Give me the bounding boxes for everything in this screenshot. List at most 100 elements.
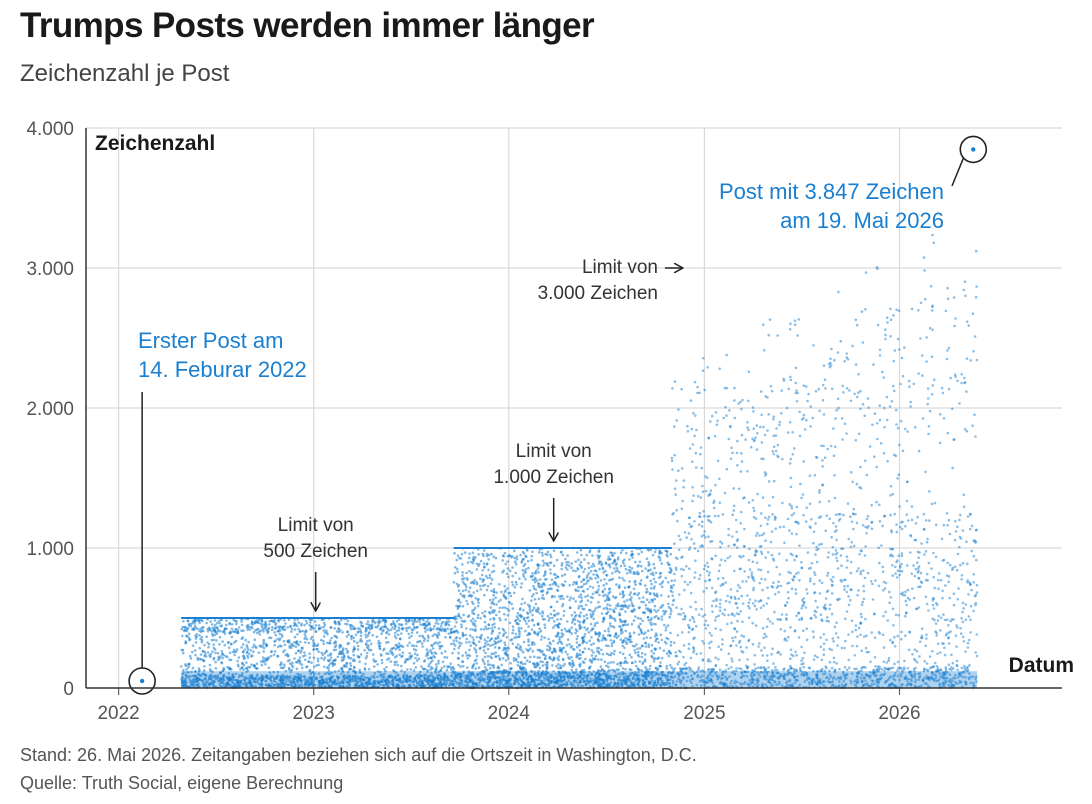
post-dot: [652, 577, 656, 581]
post-dot: [301, 654, 305, 658]
post-dot: [212, 643, 215, 646]
post-dot: [478, 636, 482, 639]
post-dot: [557, 658, 560, 662]
post-dot: [499, 598, 502, 602]
post-dot: [502, 634, 505, 638]
post-dot: [383, 667, 386, 671]
post-dot: [422, 668, 426, 671]
post-dot: [580, 596, 583, 599]
post-dot: [639, 629, 643, 632]
post-dot: [214, 660, 217, 664]
post-dot: [588, 585, 592, 588]
post-dot: [203, 665, 206, 668]
post-dot: [459, 557, 463, 560]
post-dot: [635, 643, 638, 646]
post-dot: [353, 659, 356, 663]
post-dot: [316, 657, 320, 660]
post-dot: [546, 553, 549, 557]
post-dot: [576, 619, 580, 623]
post-dot: [465, 637, 469, 641]
post-dot: [326, 632, 329, 636]
post-dot: [528, 632, 532, 636]
post-dot: [483, 655, 487, 659]
post-dot: [619, 632, 623, 635]
post-dot: [632, 604, 635, 608]
post-dot: [596, 621, 599, 625]
post-dot: [630, 596, 633, 599]
post-dot: [660, 551, 663, 555]
post-dot: [543, 626, 547, 629]
post-dot: [395, 620, 399, 623]
post-dot: [224, 655, 228, 658]
post-dot: [515, 615, 519, 618]
post-dot: [387, 657, 391, 660]
post-dot: [637, 552, 640, 556]
post-dot: [547, 619, 551, 622]
post-dot: [261, 645, 264, 648]
post-dot: [268, 623, 271, 626]
post-dot: [538, 582, 541, 586]
post-dot: [518, 608, 522, 611]
post-dot: [574, 631, 577, 635]
post-dot: [812, 344, 815, 347]
post-dot: [274, 622, 278, 625]
post-dot: [342, 647, 345, 650]
post-dot: [585, 628, 588, 632]
post-dot: [584, 595, 587, 599]
post-dot: [385, 641, 388, 644]
post-dot: [607, 555, 610, 559]
post-dot: [359, 634, 363, 638]
post-dot: [621, 548, 624, 552]
post-dot: [624, 667, 627, 671]
post-dot: [225, 619, 228, 622]
post-dot: [570, 614, 574, 617]
post-dot: [514, 562, 518, 566]
post-dot: [320, 656, 323, 660]
post-dot: [353, 665, 356, 669]
post-dot: [618, 571, 621, 574]
post-dot: [590, 654, 594, 657]
post-dot: [533, 580, 537, 584]
post-dot: [855, 569, 859, 573]
post-dot: [420, 665, 423, 668]
post-dot: [350, 637, 353, 641]
post-dot: [366, 639, 369, 643]
post-dot: [278, 625, 282, 629]
post-dot: [286, 639, 289, 643]
post-dot: [206, 630, 210, 633]
post-dot: [602, 584, 605, 587]
post-dot: [494, 641, 498, 645]
post-dot: [297, 621, 301, 624]
post-dot: [298, 659, 302, 663]
post-dot: [211, 650, 214, 653]
post-dot: [618, 576, 621, 579]
post-dot: [385, 631, 389, 634]
post-dot: [477, 597, 480, 601]
post-dot: [538, 627, 541, 630]
post-dot: [514, 580, 518, 584]
post-dot: [380, 632, 383, 635]
post-dot: [299, 651, 303, 654]
post-dot: [242, 650, 245, 654]
post-dot: [308, 652, 311, 655]
post-dot: [664, 576, 668, 580]
post-dot: [673, 487, 677, 491]
post-dot: [278, 629, 282, 633]
post-dot: [472, 663, 476, 666]
post-dot: [468, 634, 472, 637]
post-dot: [542, 564, 545, 567]
post-dot: [860, 615, 863, 619]
post-dot: [328, 641, 331, 645]
post-dot: [410, 654, 414, 657]
post-dot: [495, 613, 498, 617]
post-dot: [262, 642, 265, 646]
post-dot: [240, 666, 244, 669]
post-dot: [586, 594, 590, 597]
post-dot: [541, 589, 545, 592]
post-dot: [408, 641, 411, 645]
post-dot: [629, 599, 633, 602]
post-dot: [610, 554, 614, 557]
post-dot: [270, 682, 274, 686]
post-dot: [467, 653, 470, 657]
post-dot: [346, 682, 350, 685]
